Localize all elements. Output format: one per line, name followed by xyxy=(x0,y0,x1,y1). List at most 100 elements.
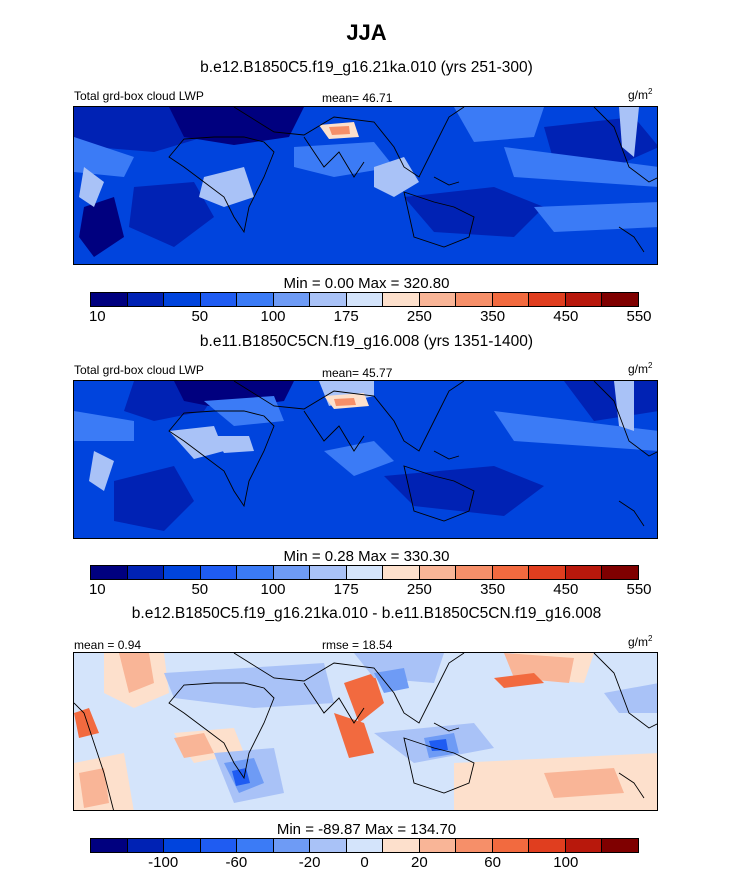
colorbar-tick-label: -100 xyxy=(148,854,179,871)
panel1-case-title: b.e12.B1850C5.f19_g16.21ka.010 (yrs 251-… xyxy=(200,59,533,76)
colorbar-segment xyxy=(237,293,274,306)
field-peak-regions xyxy=(324,393,369,409)
colorbar-segment xyxy=(419,293,457,306)
field-mid-regions xyxy=(74,107,657,232)
panel1-colorbar xyxy=(90,292,639,307)
colorbar-segment xyxy=(164,293,201,306)
colorbar-segment xyxy=(492,566,530,579)
field-positive-high xyxy=(74,673,544,758)
panel3-colorbar xyxy=(90,838,639,853)
colorbar-segment xyxy=(602,839,638,852)
colorbar-segment xyxy=(91,566,128,579)
colorbar-tick-label: 50 xyxy=(191,308,209,325)
colorbar-tick-label: 50 xyxy=(191,581,209,598)
colorbar-tick-label: 450 xyxy=(553,581,579,598)
colorbar-tick-label: 10 xyxy=(88,308,106,325)
colorbar-segment xyxy=(602,566,638,579)
panel1-map xyxy=(73,106,658,265)
colorbar-tick-label: 250 xyxy=(406,308,432,325)
colorbar-segment xyxy=(91,293,128,306)
colorbar-segment xyxy=(383,566,420,579)
colorbar-tick-label: 100 xyxy=(260,581,286,598)
panel3-minmax: Min = -89.87 Max = 134.70 xyxy=(276,821,457,838)
colorbar-segment xyxy=(310,293,347,306)
colorbar-tick-label: 10 xyxy=(88,581,106,598)
panel3-units-label: g/m2 xyxy=(628,634,653,650)
colorbar-segment xyxy=(310,839,347,852)
colorbar-tick-label: 350 xyxy=(480,308,506,325)
colorbar-segment xyxy=(383,839,420,852)
panel3-mean-label: mean = 0.94 xyxy=(74,638,142,652)
panel2-units-label: g/m2 xyxy=(628,361,653,377)
colorbar-segment xyxy=(529,839,566,852)
panel1-minmax: Min = 0.00 Max = 320.80 xyxy=(283,275,450,292)
colorbar-tick-label: 100 xyxy=(260,308,286,325)
panel2-case-title: b.e11.B1850C5CN.f19_g16.008 (yrs 1351-14… xyxy=(199,333,534,350)
field-high-regions xyxy=(89,381,634,491)
colorbar-segment xyxy=(346,839,384,852)
colorbar-segment xyxy=(419,566,457,579)
colorbar-tick-label: 60 xyxy=(484,854,501,871)
panel2-colorbar xyxy=(90,565,639,580)
colorbar-segment xyxy=(164,566,201,579)
colorbar-segment xyxy=(602,293,638,306)
colorbar-segment xyxy=(492,839,530,852)
colorbar-tick-label: 175 xyxy=(333,581,359,598)
colorbar-segment xyxy=(492,293,530,306)
field-very-low-regions xyxy=(79,107,304,257)
colorbar-tick-label: -60 xyxy=(225,854,248,871)
field-high-regions xyxy=(79,107,639,207)
panel1-mean-label: mean= 46.71 xyxy=(322,91,393,105)
colorbar-segment xyxy=(529,566,566,579)
panel1-variable-label: Total grd-box cloud LWP xyxy=(74,89,204,103)
panel2-minmax: Min = 0.28 Max = 330.30 xyxy=(283,548,450,565)
colorbar-segment xyxy=(456,293,493,306)
panel2-map xyxy=(73,380,658,539)
coastlines xyxy=(168,381,657,527)
colorbar-segment xyxy=(565,293,603,306)
coastlines xyxy=(168,107,657,253)
colorbar-segment xyxy=(346,566,384,579)
colorbar-segment xyxy=(237,839,274,852)
panel3-rmse-label: rmse = 18.54 xyxy=(322,638,393,652)
colorbar-segment xyxy=(237,566,274,579)
colorbar-segment xyxy=(127,839,165,852)
colorbar-segment xyxy=(419,839,457,852)
panel3-map xyxy=(73,652,658,811)
panel2-mean-label: mean= 45.77 xyxy=(322,366,393,380)
colorbar-tick-label: 20 xyxy=(411,854,428,871)
colorbar-segment xyxy=(200,293,238,306)
panel2-variable-label: Total grd-box cloud LWP xyxy=(74,363,204,377)
colorbar-tick-label: 550 xyxy=(626,308,652,325)
panel3-case-title: b.e12.B1850C5.f19_g16.21ka.010 - b.e11.B… xyxy=(131,605,602,622)
colorbar-segment xyxy=(127,293,165,306)
colorbar-tick-label: 175 xyxy=(333,308,359,325)
colorbar-segment xyxy=(200,566,238,579)
colorbar-segment xyxy=(164,839,201,852)
colorbar-segment xyxy=(273,566,311,579)
colorbar-tick-label: 450 xyxy=(553,308,579,325)
colorbar-tick-label: 100 xyxy=(553,854,579,871)
colorbar-segment xyxy=(529,293,566,306)
colorbar-segment xyxy=(310,566,347,579)
panel1-units-label: g/m2 xyxy=(628,87,653,103)
colorbar-segment xyxy=(127,566,165,579)
colorbar-segment xyxy=(565,566,603,579)
colorbar-segment xyxy=(200,839,238,852)
field-peak-regions xyxy=(319,122,359,139)
figure-title: JJA xyxy=(346,20,387,45)
colorbar-segment xyxy=(456,839,493,852)
colorbar-segment xyxy=(346,293,384,306)
colorbar-tick-label: 550 xyxy=(626,581,652,598)
colorbar-tick-label: 0 xyxy=(360,854,369,871)
colorbar-segment xyxy=(273,293,311,306)
colorbar-segment xyxy=(383,293,420,306)
colorbar-tick-label: 350 xyxy=(480,581,506,598)
coastlines xyxy=(74,653,657,810)
colorbar-tick-label: 250 xyxy=(406,581,432,598)
colorbar-segment xyxy=(273,839,311,852)
colorbar-tick-label: -20 xyxy=(298,854,321,871)
colorbar-segment xyxy=(565,839,603,852)
colorbar-segment xyxy=(456,566,493,579)
colorbar-segment xyxy=(91,839,128,852)
